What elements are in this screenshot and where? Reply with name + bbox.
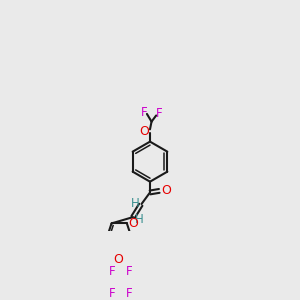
- Text: F: F: [109, 266, 116, 278]
- Text: O: O: [114, 253, 124, 266]
- Text: F: F: [156, 107, 163, 120]
- Text: H: H: [135, 213, 144, 226]
- Text: O: O: [161, 184, 171, 197]
- Text: F: F: [140, 106, 147, 119]
- Text: O: O: [128, 217, 138, 230]
- Text: F: F: [126, 287, 133, 300]
- Text: H: H: [131, 197, 140, 210]
- Text: O: O: [139, 125, 149, 138]
- Text: F: F: [109, 287, 116, 300]
- Text: F: F: [126, 266, 133, 278]
